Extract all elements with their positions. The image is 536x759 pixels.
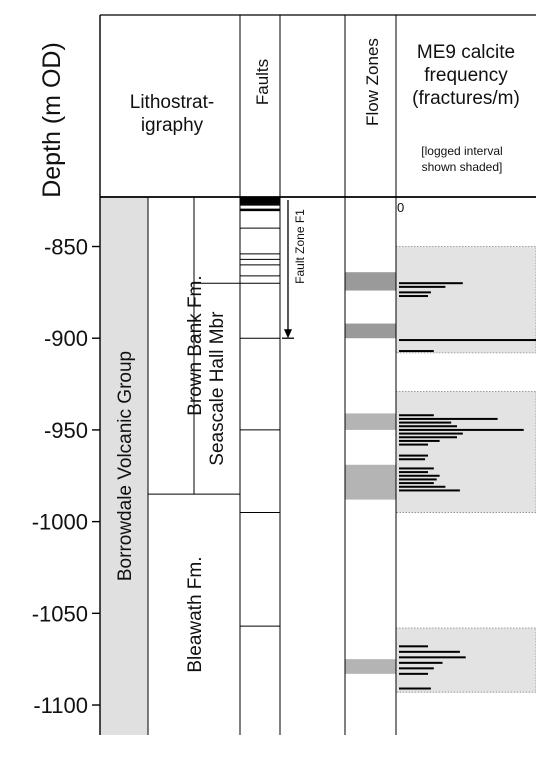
depth-tick-label: -850 <box>44 235 88 260</box>
calcite-bar <box>399 489 460 492</box>
calcite-bar <box>399 458 426 461</box>
calcite-bar <box>399 667 434 670</box>
calcite-bar <box>399 471 428 474</box>
calcite-bar <box>399 645 428 648</box>
calcite-note-line1: [logged interval <box>421 144 502 158</box>
calcite-bar <box>399 474 440 477</box>
calcite-bar <box>399 421 452 424</box>
calcite-bar <box>399 467 434 470</box>
depth-tick-label: -1100 <box>33 693 88 718</box>
flow-zone-4 <box>345 659 396 674</box>
fault-cluster-top <box>240 197 280 204</box>
calcite-header-line3: (fractures/m) <box>412 88 520 109</box>
depth-tick-label: -1050 <box>32 601 88 626</box>
calcite-bar <box>399 443 428 446</box>
faults-header: Faults <box>253 59 272 105</box>
depth-tick-label: -900 <box>44 326 88 351</box>
data-marks <box>240 197 536 690</box>
fault-zone-label: Fault Zone F1 <box>293 209 307 284</box>
calcite-bar <box>399 482 434 485</box>
calcite-bar <box>399 650 460 653</box>
calcite-bar <box>399 436 457 439</box>
depth-axis-title: Depth (m OD) <box>38 42 66 198</box>
calcite-bar <box>399 661 443 664</box>
frame-lines <box>92 14 536 735</box>
flow-zones-header: Flow Zones <box>363 38 382 126</box>
calcite-bar <box>399 454 428 457</box>
calcite-bar <box>399 414 434 417</box>
background-fills <box>100 197 536 735</box>
logged-interval-2 <box>395 627 536 693</box>
data-labels: -850 -900 -950 -1000 -1050 -1100 Borrowdale Vo… <box>32 200 405 718</box>
calcite-bar <box>399 282 463 285</box>
calcite-header-line1: ME9 calcite <box>417 42 515 63</box>
calcite-header-line2: frequency <box>424 65 508 86</box>
calcite-bar <box>399 432 463 435</box>
calcite-bar <box>399 428 524 431</box>
logged-interval-1 <box>395 391 536 513</box>
depth-tick-label: -1000 <box>32 510 88 535</box>
calcite-bar <box>399 417 498 420</box>
calcite-bar <box>399 439 440 442</box>
depth-tick-label: -950 <box>44 418 88 443</box>
calcite-bar <box>399 656 466 659</box>
flow-zone-1 <box>345 323 396 339</box>
lithostratigraphy-header-line2: igraphy <box>141 115 204 136</box>
calcite-bar <box>399 350 434 353</box>
formation-label-brown-bank: Brown Bank Fm. <box>185 275 206 415</box>
flow-zone-3 <box>345 464 396 500</box>
flow-zone-2 <box>345 413 396 430</box>
logged-interval-0 <box>395 246 536 354</box>
calcite-bar <box>399 291 431 294</box>
calcite-bar <box>399 285 446 288</box>
calcite-bar <box>399 425 457 428</box>
calcite-bar <box>399 295 428 298</box>
volcanic-group-fill <box>100 197 148 735</box>
calcite-bar <box>399 478 437 481</box>
calcite-bar <box>399 339 536 342</box>
calcite-bar <box>399 672 428 675</box>
fault-zone-arrowhead <box>284 329 292 339</box>
calcite-bar <box>399 485 446 488</box>
lithostratigraphy-header-line1: Lithostrat- <box>130 92 214 113</box>
calcite-bar <box>399 687 431 690</box>
calcite-axis-label: 0 <box>397 200 404 215</box>
group-label: Borrowdale Volcanic Group <box>115 351 136 581</box>
flow-zone-0 <box>345 272 396 291</box>
member-label-seascale-hall: Seascale Hall Mbr <box>207 311 228 466</box>
formation-label-bleawath: Bleawath Fm. <box>185 556 206 672</box>
calcite-note-line2: shown shaded] <box>422 160 503 174</box>
